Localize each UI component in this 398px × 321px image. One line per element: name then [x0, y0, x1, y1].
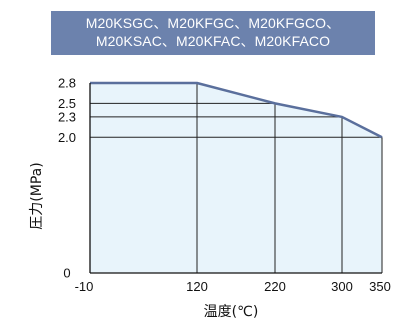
- x-tick-label: 300: [331, 279, 353, 294]
- title-line-1: M20KSGC、M20KFGC、M20KFGCO、: [85, 15, 341, 31]
- chart-title-banner: M20KSGC、M20KFGC、M20KFGCO、 M20KSAC、M20KFA…: [51, 11, 375, 55]
- y-tick-label: 2.3: [58, 109, 76, 124]
- x-axis-label: 温度(℃): [204, 304, 259, 320]
- rating-curve: [90, 81, 383, 139]
- x-tick-label: 220: [264, 279, 286, 294]
- axes: [89, 83, 382, 274]
- y-axis-label: 圧力(MPa): [29, 162, 45, 229]
- rating-area: [90, 83, 382, 273]
- tick-labels: 0 2.0 2.32.5 2.8 -10 120 220 300 350: [58, 76, 391, 295]
- title-line-2: M20KSAC、M20KFAC、M20KFACO: [95, 33, 331, 49]
- y-tick-label: 2.8: [58, 76, 76, 91]
- x-tick-label: -10: [75, 279, 94, 294]
- x-tick-label: 120: [186, 279, 208, 294]
- y-tick-label: 2.5: [58, 96, 76, 111]
- gridlines: [90, 82, 383, 273]
- y-tick-label: 0: [63, 266, 70, 281]
- x-tick-label: 350: [369, 279, 391, 294]
- y-tick-label: 2.0: [58, 130, 76, 145]
